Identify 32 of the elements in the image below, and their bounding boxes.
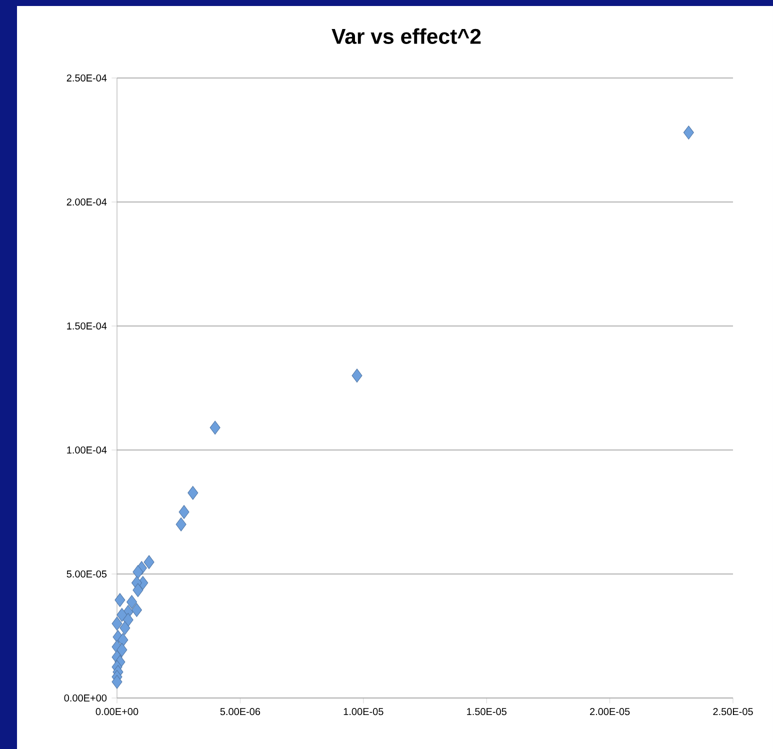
point xyxy=(132,565,144,579)
point xyxy=(352,368,362,383)
y-tick-label: 5.00E-05 xyxy=(66,570,107,578)
point xyxy=(118,633,128,647)
point xyxy=(112,674,122,689)
y-tick-label: 1.50E-04 xyxy=(67,322,107,330)
point xyxy=(120,621,130,635)
point xyxy=(122,612,134,627)
chart-title: Var vs effect^2 xyxy=(332,28,481,44)
x-tick-label: 2.50E-05 xyxy=(713,708,753,716)
y-tick-label: 2.50E-04 xyxy=(66,74,107,82)
point xyxy=(131,603,142,617)
point xyxy=(116,608,128,622)
x-tick-label: 1.50E-05 xyxy=(467,708,506,716)
point xyxy=(112,616,122,631)
x-tick-label: 0.00E+00 xyxy=(96,708,138,716)
point xyxy=(114,593,126,607)
x-tick-label: 2.00E-05 xyxy=(590,708,630,716)
point xyxy=(188,486,198,500)
point xyxy=(176,517,186,532)
y-tick-label: 0.00E+00 xyxy=(64,694,107,702)
point xyxy=(132,583,144,598)
point xyxy=(210,420,220,435)
y-tick-label: 2.00E-04 xyxy=(66,198,107,206)
point xyxy=(144,555,154,570)
point xyxy=(126,595,138,609)
x-tick-label: 5.00E-06 xyxy=(220,708,260,716)
point xyxy=(178,505,190,519)
x-tick-label: 1.00E-05 xyxy=(344,708,384,716)
y-tick-label: 1.00E-04 xyxy=(67,446,107,454)
point xyxy=(116,642,128,657)
point xyxy=(683,126,694,140)
